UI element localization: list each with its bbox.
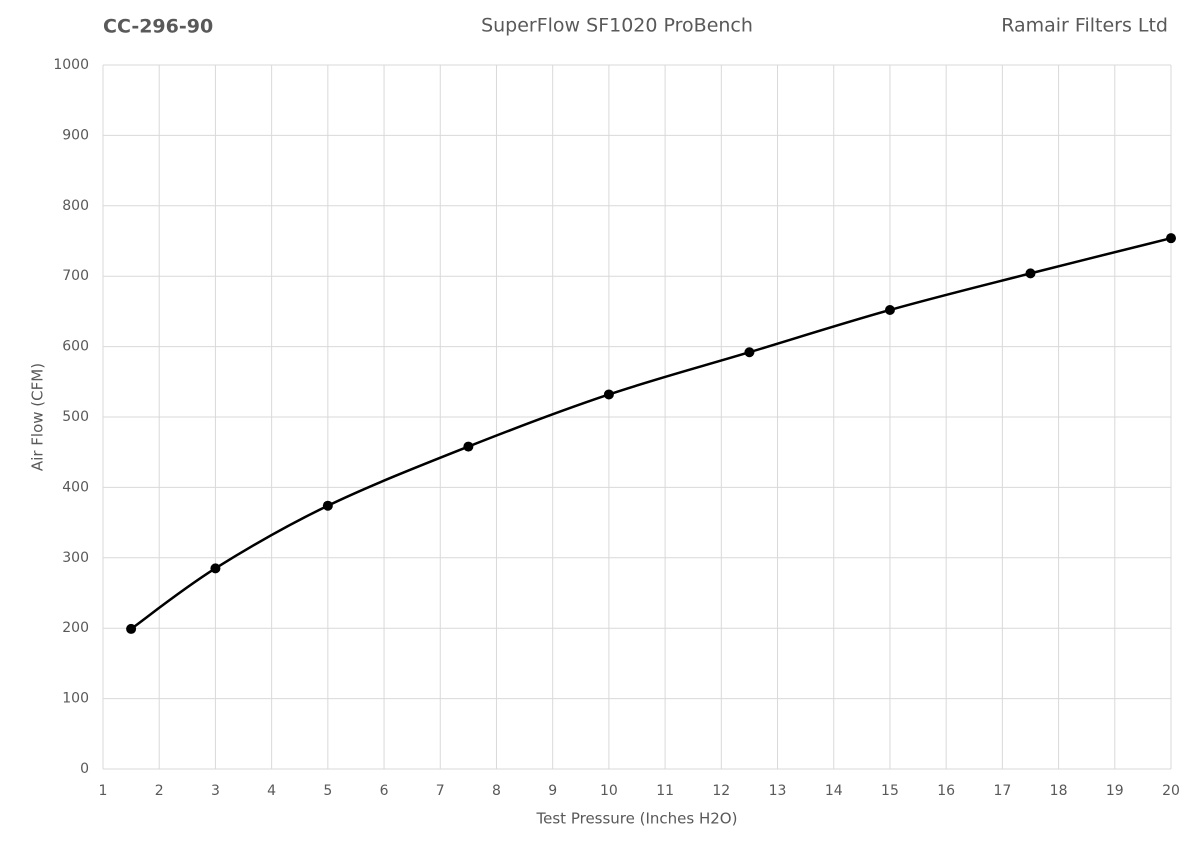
header-left: CC-296-90	[103, 16, 213, 38]
point	[1025, 268, 1036, 279]
x-tick-label: 3	[211, 783, 220, 799]
point	[322, 500, 333, 511]
x-axis-label: Test Pressure (Inches H2O)	[536, 810, 738, 828]
x-tick-label: 20	[1162, 783, 1180, 799]
x-tick-label: 15	[881, 783, 899, 799]
x-tick-label: 5	[323, 783, 332, 799]
y-tick-label: 200	[62, 620, 89, 636]
x-tick-label: 4	[267, 783, 276, 799]
chart-title: SuperFlow SF1020 ProBench	[481, 15, 753, 37]
x-tick-label: 2	[155, 783, 164, 799]
x-tick-label: 19	[1106, 783, 1124, 799]
point	[603, 389, 614, 400]
point	[744, 347, 755, 358]
point	[1166, 233, 1176, 244]
x-tick-label: 13	[769, 783, 787, 799]
point	[126, 623, 137, 634]
y-tick-label: 400	[62, 479, 89, 495]
y-tick-label: 300	[62, 550, 89, 566]
header-right: Ramair Filters Ltd	[1001, 15, 1168, 37]
x-tick-label: 8	[492, 783, 501, 799]
y-tick-label: 700	[62, 268, 89, 284]
x-tick-label: 6	[380, 783, 389, 799]
x-tick-label: 9	[548, 783, 557, 799]
x-tick-label: 14	[825, 783, 843, 799]
y-tick-label: 500	[62, 409, 89, 425]
y-tick-label: 1000	[53, 57, 89, 73]
y-tick-label: 100	[62, 691, 89, 707]
x-tick-label: 18	[1050, 783, 1068, 799]
y-tick-label: 900	[62, 127, 89, 143]
point	[463, 441, 474, 452]
x-tick-label: 1	[99, 783, 108, 799]
y-tick-label: 0	[80, 761, 89, 777]
x-tick-label: 16	[937, 783, 955, 799]
y-axis-label: Air Flow (CFM)	[29, 363, 47, 471]
x-tick-label: 11	[656, 783, 674, 799]
point	[210, 563, 221, 574]
x-tick-label: 17	[993, 783, 1011, 799]
x-tick-label: 12	[712, 783, 730, 799]
y-tick-label: 600	[62, 339, 89, 355]
x-tick-label: 7	[436, 783, 445, 799]
point	[884, 304, 895, 315]
line	[130, 236, 1172, 630]
x-tick-label: 10	[600, 783, 618, 799]
y-tick-label: 800	[62, 198, 89, 214]
